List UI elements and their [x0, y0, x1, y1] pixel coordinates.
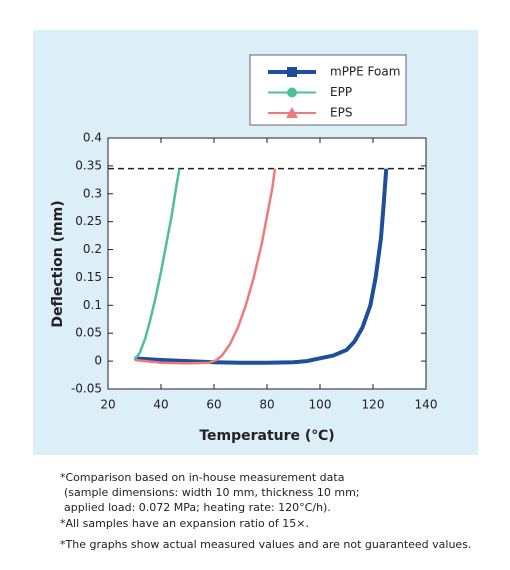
y-tick-label: 0.25	[75, 214, 102, 228]
x-tick-label: 20	[100, 398, 115, 412]
y-tick-label: 0.3	[83, 186, 102, 200]
y-tick-label: 0.05	[75, 326, 102, 340]
y-tick-label: -0.05	[71, 382, 102, 396]
y-axis-label: Deflection (mm)	[50, 200, 66, 327]
y-tick-label: 0.4	[83, 131, 102, 145]
y-tick-label: 0.15	[75, 270, 102, 284]
y-tick-label: 0.1	[83, 298, 102, 312]
plot-area	[107, 137, 427, 390]
footnote: *All samples have an expansion ratio of …	[60, 517, 309, 530]
x-axis-label: Temperature (℃)	[199, 428, 334, 444]
y-tick-label: 0.35	[75, 158, 102, 172]
legend-marker	[287, 67, 297, 77]
series-line	[134, 168, 277, 365]
legend-label: EPS	[330, 106, 352, 120]
legend-label: EPP	[330, 85, 352, 99]
x-tick-label: 100	[309, 398, 332, 412]
x-tick-label: 120	[362, 398, 385, 412]
footnote: *The graphs show actual measured values …	[60, 538, 471, 551]
footnote: (sample dimensions: width 10 mm, thickne…	[64, 486, 360, 499]
footnote: applied load: 0.072 MPa; heating rate: 1…	[64, 501, 331, 514]
y-tick-label: 0.2	[83, 242, 102, 256]
x-tick-label: 60	[206, 398, 221, 412]
y-tick-label: 0	[94, 354, 102, 368]
x-tick-label: 80	[259, 398, 274, 412]
legend-marker	[287, 87, 297, 98]
legend-label: mPPE Foam	[330, 65, 400, 79]
footnote: *Comparison based on in-house measuremen…	[60, 471, 344, 484]
legend-marker	[286, 107, 298, 118]
x-tick-label: 140	[415, 398, 438, 412]
x-tick-label: 40	[153, 398, 168, 412]
series-line	[133, 168, 181, 361]
